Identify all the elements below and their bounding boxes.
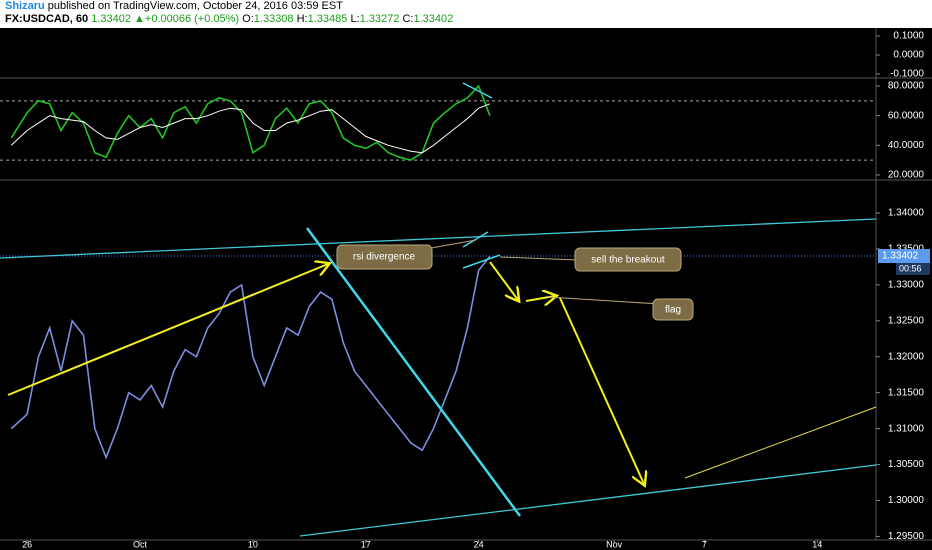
y-tick-label: 20.0000 — [888, 170, 925, 181]
series-line — [10, 255, 491, 460]
close: 1.33402 — [413, 13, 454, 25]
author[interactable]: Shizaru — [5, 0, 45, 12]
arrow — [559, 297, 644, 484]
symbol: FX:USDCAD, 60 — [5, 13, 89, 25]
y-tick-label: 0.1000 — [893, 31, 924, 42]
open-label: O: — [242, 13, 254, 25]
annotation: rsi divergence — [353, 252, 416, 263]
y-tick-label: 1.31500 — [888, 387, 925, 398]
series-line — [10, 84, 491, 161]
y-tick-label: -0.1000 — [890, 69, 924, 80]
arrow — [7, 264, 328, 396]
arrow — [489, 261, 518, 300]
header: Shizaru published on TradingView.com, Oc… — [0, 0, 932, 28]
trendline — [299, 464, 877, 537]
low: 1.33272 — [359, 13, 400, 25]
y-tick-label: 1.33000 — [888, 280, 925, 291]
callout — [336, 244, 433, 270]
x-tick-label: 26 — [22, 539, 32, 549]
background — [0, 28, 932, 550]
annotation: sell the breakout — [591, 255, 665, 266]
y-tick-label: 1.32500 — [888, 315, 925, 326]
x-tick-label: 14 — [812, 539, 822, 549]
y-tick-label: 1.30500 — [888, 459, 925, 470]
x-tick-label: 10 — [248, 539, 258, 549]
y-tick-label: 1.32000 — [888, 351, 925, 362]
y-tick-label: 1.34000 — [888, 208, 925, 219]
series-line — [10, 103, 491, 154]
drawings: rsi divergence sell the breakout flag — [0, 82, 877, 537]
x-tick-label: Nov — [606, 539, 623, 549]
quote-line: FX:USDCAD, 60 1.33402 ▲+0.00066 (+0.05%)… — [5, 13, 932, 26]
y-tick-label: 40.0000 — [888, 140, 925, 151]
callout-line — [499, 256, 579, 261]
change: +0.00066 (+0.05%) — [144, 13, 240, 25]
y-tick-label: 0.0000 — [893, 50, 924, 61]
last-price-box — [878, 249, 930, 264]
high-label: H: — [296, 13, 308, 25]
trendline — [0, 218, 877, 259]
published: published on TradingView.com, October 24… — [47, 0, 343, 12]
y-tick-label: 80.0000 — [888, 81, 925, 92]
y-tick-label: 1.30000 — [888, 495, 925, 506]
low-label: L: — [350, 13, 360, 25]
x-tick-label: 24 — [474, 539, 484, 549]
callout — [652, 298, 694, 321]
high: 1.33485 — [307, 13, 348, 25]
countdown-box — [896, 263, 930, 276]
y-tick-label: 1.29500 — [888, 531, 925, 542]
callout-line — [547, 296, 661, 305]
x-tick-label: Oct — [133, 539, 148, 549]
publish-line: Shizaru published on TradingView.com, Oc… — [5, 0, 932, 13]
trendline — [462, 231, 489, 248]
y-tick-label: 60.0000 — [888, 110, 925, 121]
trendline — [305, 227, 522, 517]
annotation: flag — [665, 305, 681, 316]
arrow: ▲ — [134, 13, 145, 25]
trendline — [684, 406, 877, 479]
open: 1.33308 — [253, 13, 294, 25]
close-label: C: — [402, 13, 414, 25]
x-tick-label: 7 — [702, 539, 707, 549]
x-tick-label: 17 — [361, 539, 371, 549]
last: 1.33402 — [91, 13, 131, 25]
countdown: 00:56 — [899, 263, 922, 273]
rsi-trendline — [462, 82, 493, 99]
y-tick-label: 1.31000 — [888, 423, 925, 434]
callout — [574, 247, 682, 272]
last-price-label: 1.33402 — [882, 251, 919, 262]
trendline — [462, 254, 501, 269]
